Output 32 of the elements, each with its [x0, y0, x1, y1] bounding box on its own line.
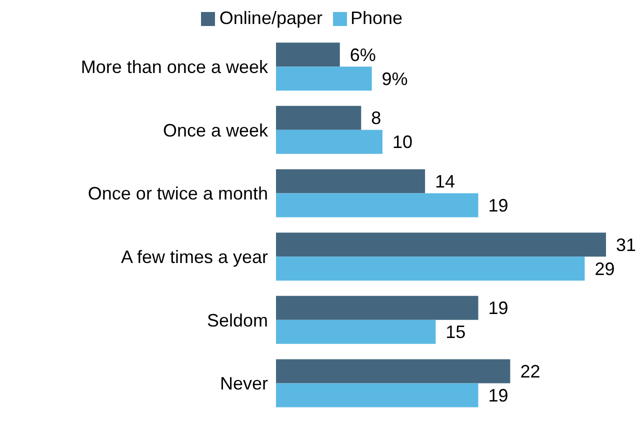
bar [276, 42, 340, 67]
data-label: 29 [594, 258, 615, 279]
data-label: 8 [371, 108, 382, 128]
y-tick-label: A few times a year [120, 247, 268, 268]
y-tick-label: Once a week [162, 120, 269, 140]
y-tick-label: Never [220, 374, 268, 394]
data-label: 19 [488, 196, 508, 216]
bar [276, 256, 585, 281]
data-label: 6% [350, 44, 376, 65]
bar [276, 169, 426, 194]
bar [276, 106, 362, 130]
bar [276, 193, 478, 218]
data-label: 14 [435, 172, 456, 192]
bar [276, 320, 436, 344]
y-tick-label: Seldom [206, 310, 268, 330]
bar [276, 66, 372, 91]
data-label: 19 [488, 386, 508, 406]
bar [276, 359, 510, 384]
y-tick-label: Once or twice a month [88, 184, 268, 204]
legend-label: Phone [350, 8, 403, 28]
bar [276, 383, 478, 408]
data-label: 19 [488, 298, 508, 318]
bar [276, 130, 382, 154]
data-label: 9% [382, 68, 408, 89]
data-label: 22 [520, 362, 540, 382]
bar [276, 232, 606, 257]
data-label: 15 [446, 322, 466, 342]
data-label: 31 [616, 234, 636, 255]
y-tick-label: More than once a week [80, 57, 269, 78]
legend-label: Online/paper [219, 8, 322, 28]
data-label: 10 [392, 132, 412, 152]
bar [276, 296, 478, 320]
